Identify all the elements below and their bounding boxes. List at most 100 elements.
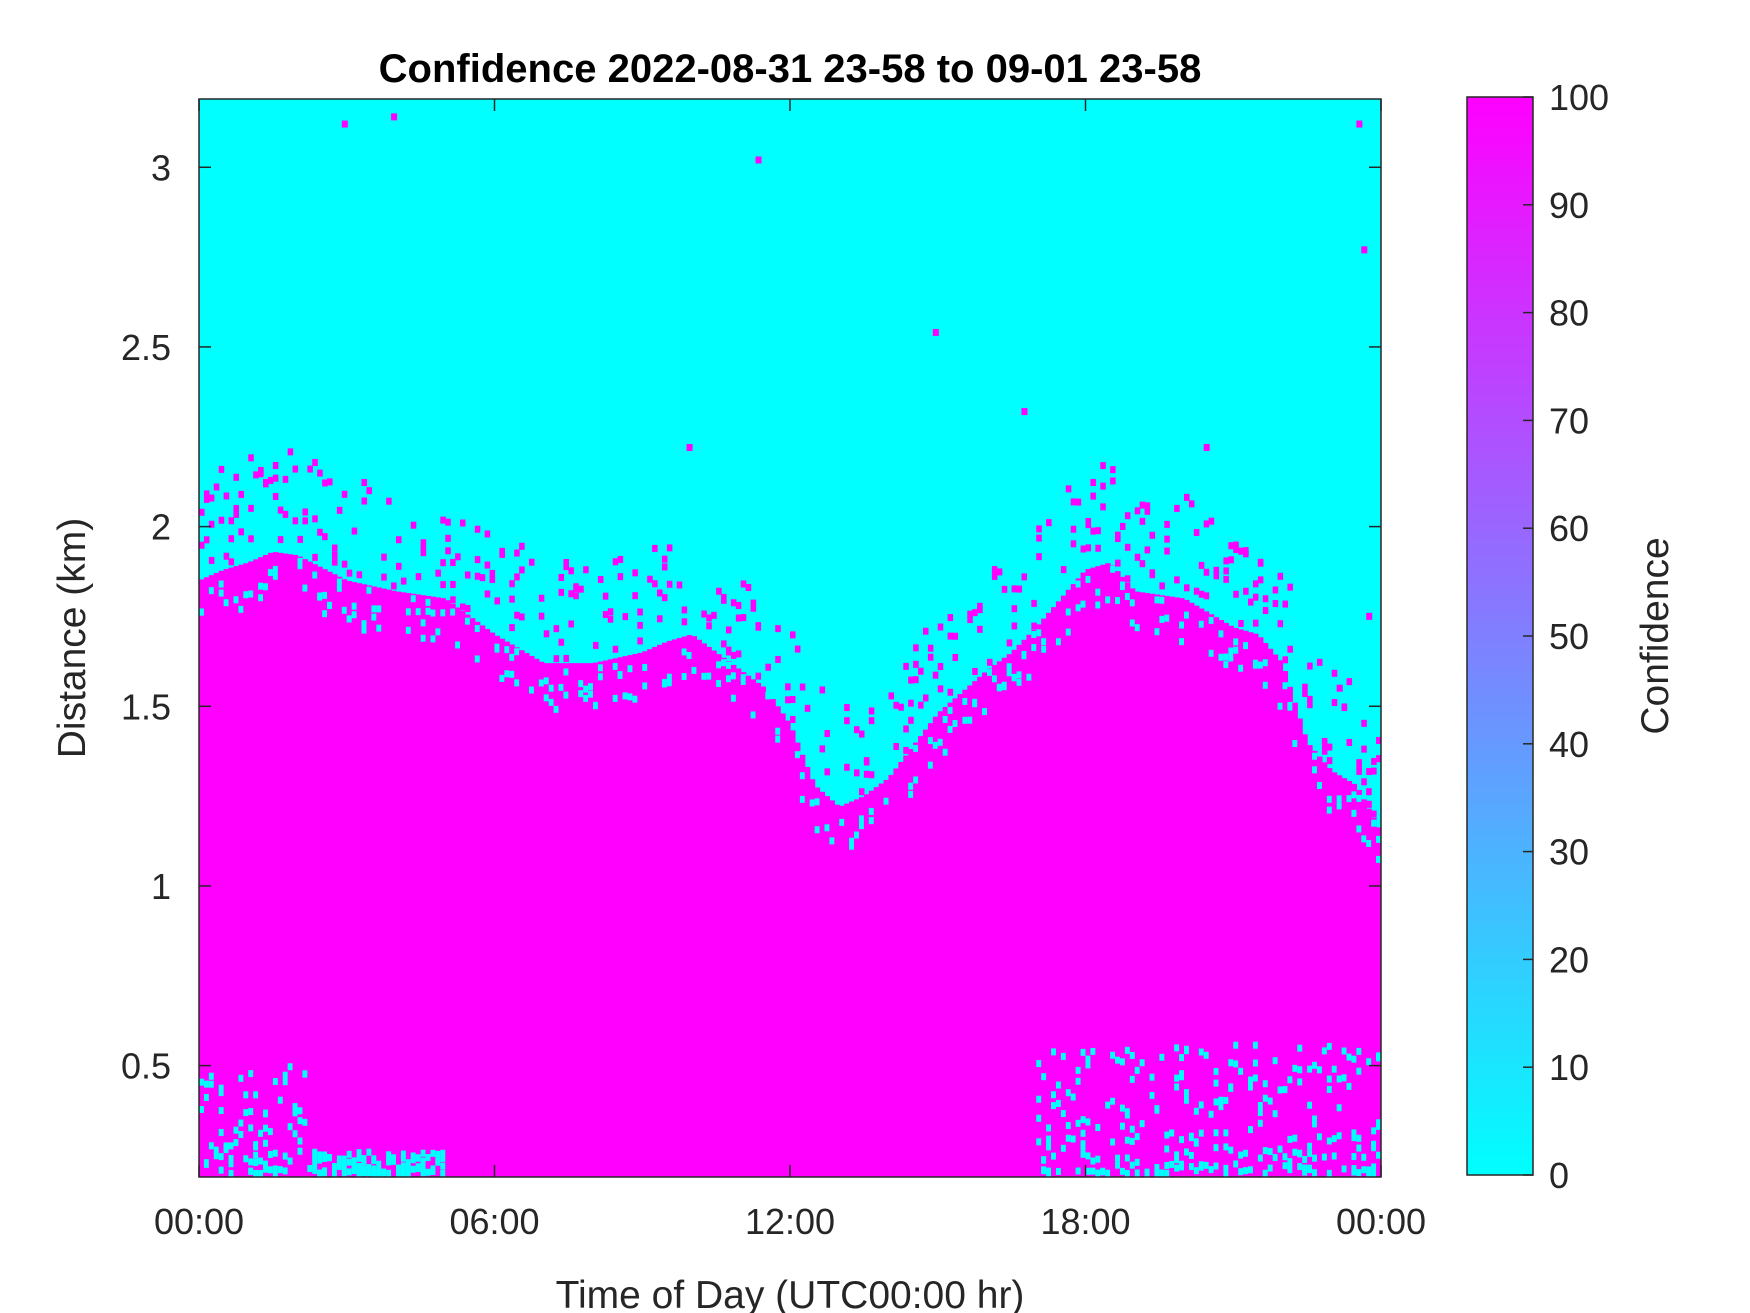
heatmap-cell [858, 730, 865, 738]
heatmap-column [593, 662, 599, 1177]
heatmap-cell [721, 640, 727, 648]
heatmap-cell [1193, 1107, 1200, 1115]
heatmap-cell [405, 1159, 412, 1167]
heatmap-cell [1144, 502, 1151, 510]
heatmap-cell [272, 492, 279, 500]
heatmap-cell [445, 547, 451, 555]
heatmap-column [1164, 595, 1170, 1177]
heatmap-cell [425, 607, 432, 615]
heatmap-column [248, 561, 254, 1177]
heatmap-cell [203, 536, 210, 544]
heatmap-cell [967, 610, 973, 618]
heatmap-cell [1208, 649, 1215, 657]
plot-area [198, 98, 1382, 1178]
heatmap-cell [583, 566, 589, 574]
heatmap-cell [253, 1159, 259, 1167]
heatmap-cell [1252, 593, 1259, 601]
heatmap-column [1174, 597, 1180, 1177]
heatmap-cell [1297, 1044, 1303, 1052]
heatmap-cell [519, 613, 525, 621]
heatmap-column [681, 636, 688, 1177]
heatmap-cell [1361, 778, 1367, 786]
heatmap-column [1198, 608, 1205, 1177]
heatmap-cell [1218, 1103, 1224, 1111]
heatmap-cell [366, 1164, 372, 1172]
heatmap-cell [376, 605, 382, 613]
heatmap-cell [272, 1078, 279, 1086]
heatmap-cell [858, 822, 865, 830]
heatmap-cell [391, 113, 398, 121]
heatmap-column [967, 685, 973, 1177]
heatmap-column [676, 638, 683, 1177]
heatmap-cell [1326, 795, 1333, 803]
heatmap-column [287, 554, 294, 1177]
heatmap-column [203, 577, 210, 1177]
heatmap-column [1026, 634, 1032, 1177]
heatmap-cell [1051, 1048, 1057, 1056]
heatmap-cell [248, 1070, 254, 1078]
y-axis-label: Distance (km) [51, 518, 94, 759]
heatmap-cell [1282, 656, 1289, 664]
heatmap-cell [258, 594, 264, 602]
heatmap-cell [1198, 620, 1205, 628]
heatmap-cell [1159, 1169, 1165, 1177]
heatmap-cell [858, 788, 865, 796]
heatmap-cell [218, 1153, 225, 1161]
heatmap-cell [322, 1154, 328, 1162]
heatmap-cell [233, 504, 239, 512]
heatmap-cell [1262, 1147, 1269, 1155]
heatmap-cell [1159, 615, 1165, 623]
heatmap-cell [238, 1074, 244, 1082]
heatmap-cell [721, 593, 727, 601]
heatmap-cell [927, 653, 934, 661]
heatmap-cell [1036, 525, 1042, 533]
heatmap-cell [794, 645, 801, 653]
heatmap-cell [435, 569, 441, 577]
heatmap-cell [849, 842, 855, 850]
heatmap-cell [371, 605, 377, 613]
heatmap-cell [199, 1106, 205, 1113]
heatmap-cell [450, 608, 456, 616]
heatmap-cell [396, 536, 402, 544]
heatmap-cell [1051, 1102, 1057, 1110]
heatmap-cell [1213, 1079, 1220, 1087]
heatmap-column [563, 663, 569, 1177]
heatmap-cell [1184, 1045, 1190, 1053]
heatmap-column [1262, 643, 1269, 1177]
heatmap-cell [1134, 624, 1141, 632]
heatmap-cell [1105, 1101, 1111, 1109]
heatmap-cell [331, 558, 338, 566]
heatmap-cell [1046, 1135, 1052, 1143]
heatmap-cell [1179, 621, 1185, 629]
heatmap-cell [253, 1091, 259, 1099]
heatmap-column [440, 598, 446, 1177]
heatmap-cell [1218, 653, 1224, 661]
heatmap-column [233, 566, 239, 1177]
heatmap-cell [366, 1168, 372, 1176]
heatmap-column [819, 791, 826, 1177]
heatmap-cell [1356, 120, 1363, 128]
heatmap-cell [1366, 767, 1372, 775]
heatmap-column [987, 668, 993, 1177]
heatmap-cell [1055, 1081, 1062, 1089]
heatmap-cell [243, 1109, 249, 1117]
heatmap-column [957, 694, 963, 1177]
heatmap-cell [1233, 590, 1239, 598]
heatmap-column [538, 661, 545, 1177]
heatmap-cell [568, 620, 574, 628]
heatmap-cell [1179, 1163, 1185, 1171]
heatmap-cell [1119, 1122, 1126, 1130]
heatmap-cell [785, 696, 791, 704]
heatmap-column [366, 585, 372, 1177]
heatmap-cell [1252, 580, 1259, 588]
heatmap-column [450, 603, 456, 1177]
heatmap-cell [1326, 757, 1333, 765]
heatmap-cell [1376, 755, 1381, 763]
heatmap-column [327, 571, 333, 1177]
heatmap-cell [263, 1139, 269, 1147]
heatmap-cell [627, 693, 633, 701]
heatmap-cell [351, 611, 358, 619]
heatmap-cell [460, 603, 466, 611]
heatmap-column [785, 720, 791, 1177]
heatmap-cell [440, 1149, 446, 1157]
